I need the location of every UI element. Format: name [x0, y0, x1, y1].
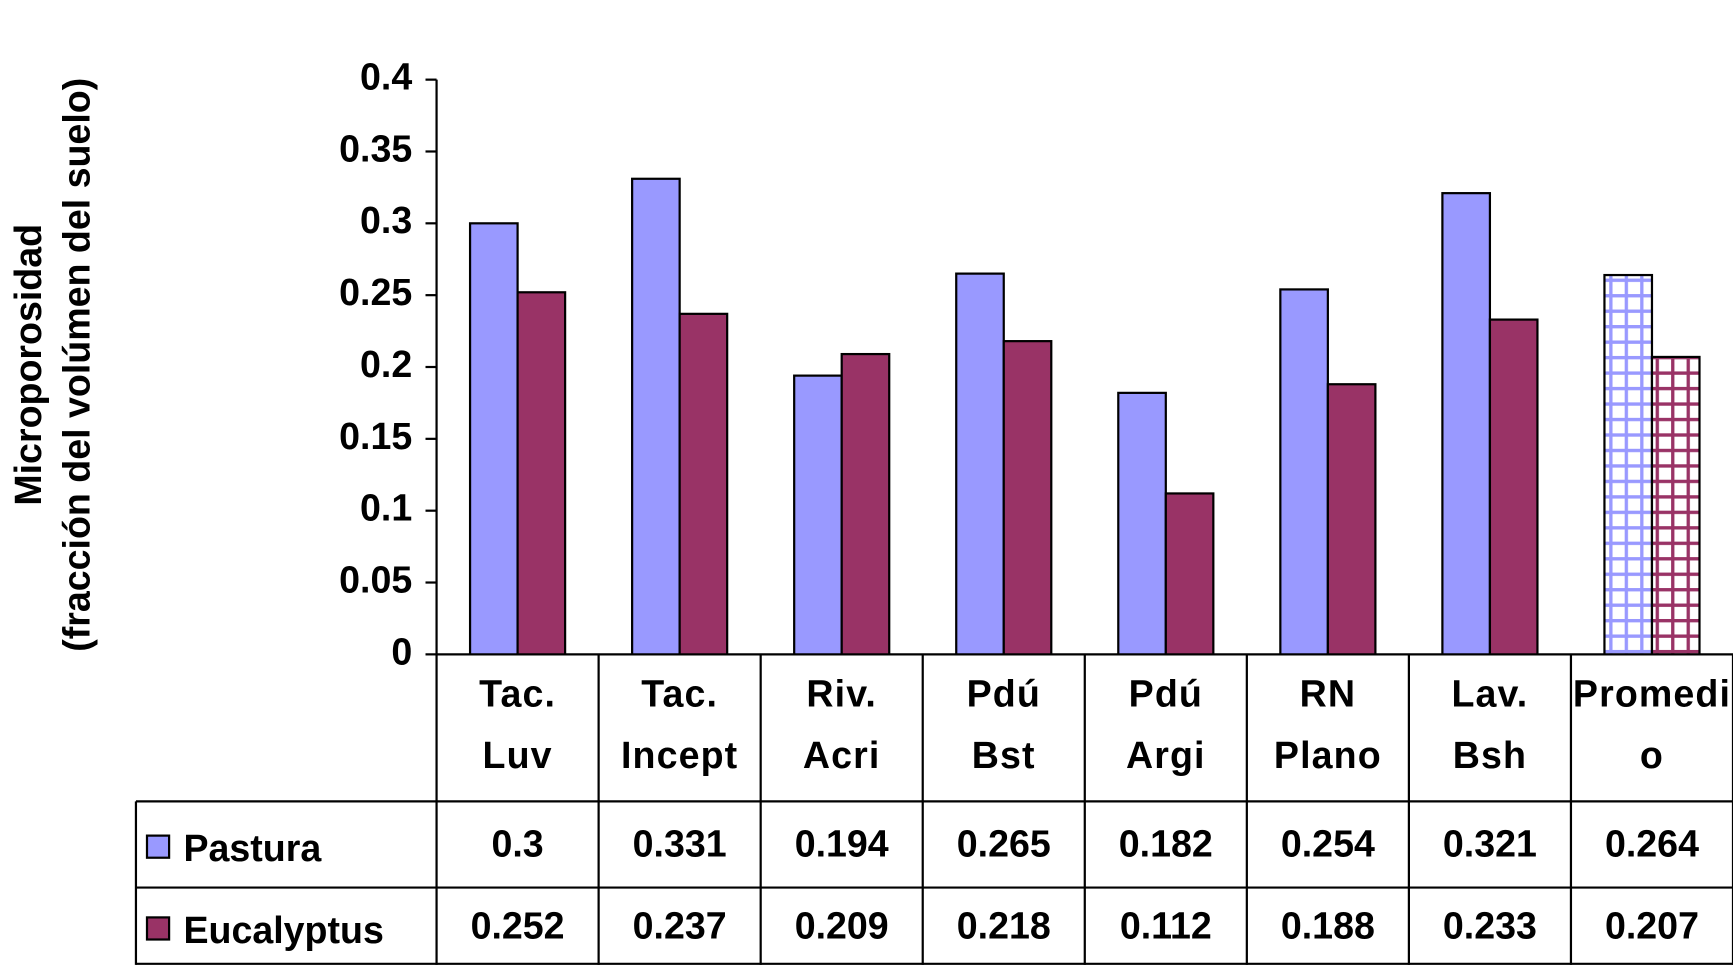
- bar: [1117, 391, 1167, 656]
- table-value: 0.218: [957, 904, 1051, 946]
- table-value: 0.252: [471, 904, 565, 946]
- y-axis-title: Microporosidad (fracción del volúmen del…: [7, 78, 98, 652]
- bar: [955, 272, 1005, 656]
- y-tick-label: 0.05: [339, 558, 412, 600]
- bar: [1441, 192, 1492, 656]
- bar: [468, 222, 519, 656]
- x-tick-label-box: Lav. Bsh: [1451, 673, 1529, 778]
- bar: [1002, 340, 1053, 656]
- x-tick-label-box: RN Plano: [1273, 673, 1382, 778]
- x-tick-label: Tac. Incept: [621, 673, 739, 778]
- bar: [1488, 318, 1539, 656]
- bar: [678, 312, 729, 656]
- table-value: 0.194: [795, 823, 889, 865]
- bar: [516, 291, 567, 656]
- bar: [1603, 273, 1654, 656]
- bar: [631, 177, 681, 656]
- table-value: 0.182: [1119, 823, 1213, 865]
- x-tick-label-box: Tac. Incept: [621, 673, 739, 778]
- table-value: 0.265: [957, 823, 1051, 865]
- y-tick-label: 0.2: [360, 343, 412, 385]
- x-tick-label-box: Pdú Bst: [966, 673, 1041, 778]
- table-value: 0.3: [491, 823, 543, 865]
- y-tick-label: 0.3: [360, 199, 412, 241]
- x-tick-label: Tac. Luv: [479, 673, 556, 778]
- legend-label: Pastura: [183, 827, 322, 869]
- table-value: 0.331: [633, 823, 727, 865]
- bar: [1326, 383, 1377, 656]
- y-tick-label: 0.25: [339, 271, 412, 313]
- legend-swatch: [145, 916, 171, 941]
- y-tick-label: 0: [391, 630, 412, 672]
- x-tick-label: Promedio: [1572, 673, 1732, 778]
- bar: [840, 352, 891, 656]
- table-value: 0.209: [795, 904, 889, 946]
- legend-swatch: [145, 834, 171, 859]
- bar: [1279, 288, 1329, 656]
- bar: [1164, 492, 1215, 656]
- x-tick-label: Lav. Bsh: [1451, 673, 1529, 778]
- y-tick-label: 0.4: [360, 56, 412, 98]
- table-value: 0.237: [633, 904, 727, 946]
- table-value: 0.254: [1281, 823, 1375, 865]
- table-value: 0.264: [1605, 823, 1699, 865]
- x-tick-label: Pdú Bst: [966, 673, 1041, 778]
- bar: [1650, 355, 1701, 656]
- y-label-line: (fracción del volúmen del suelo): [55, 78, 97, 652]
- x-tick-label: RN Plano: [1273, 673, 1382, 778]
- table-value: 0.321: [1443, 823, 1537, 865]
- x-tick-label: Riv. Acri: [802, 673, 881, 778]
- table-value: 0.188: [1281, 904, 1375, 946]
- x-tick-label-box: Tac. Luv: [479, 673, 556, 778]
- x-tick-label: Pdú Argi: [1126, 673, 1206, 778]
- table-value: 0.112: [1120, 904, 1212, 946]
- x-tick-label-box: Riv. Acri: [802, 673, 881, 778]
- y-tick-label: 0.1: [360, 487, 412, 529]
- x-tick-label-box: Promedio: [1572, 673, 1732, 778]
- x-tick-label-box: Pdú Argi: [1126, 673, 1206, 778]
- y-tick-label: 0.35: [339, 127, 412, 169]
- table-value: 0.207: [1605, 904, 1699, 946]
- bar: [793, 374, 843, 656]
- y-label-line: Microporosidad: [7, 224, 49, 506]
- y-tick-label: 0.15: [339, 415, 412, 457]
- legend-label: Eucalyptus: [183, 909, 383, 951]
- table-value: 0.233: [1443, 904, 1537, 946]
